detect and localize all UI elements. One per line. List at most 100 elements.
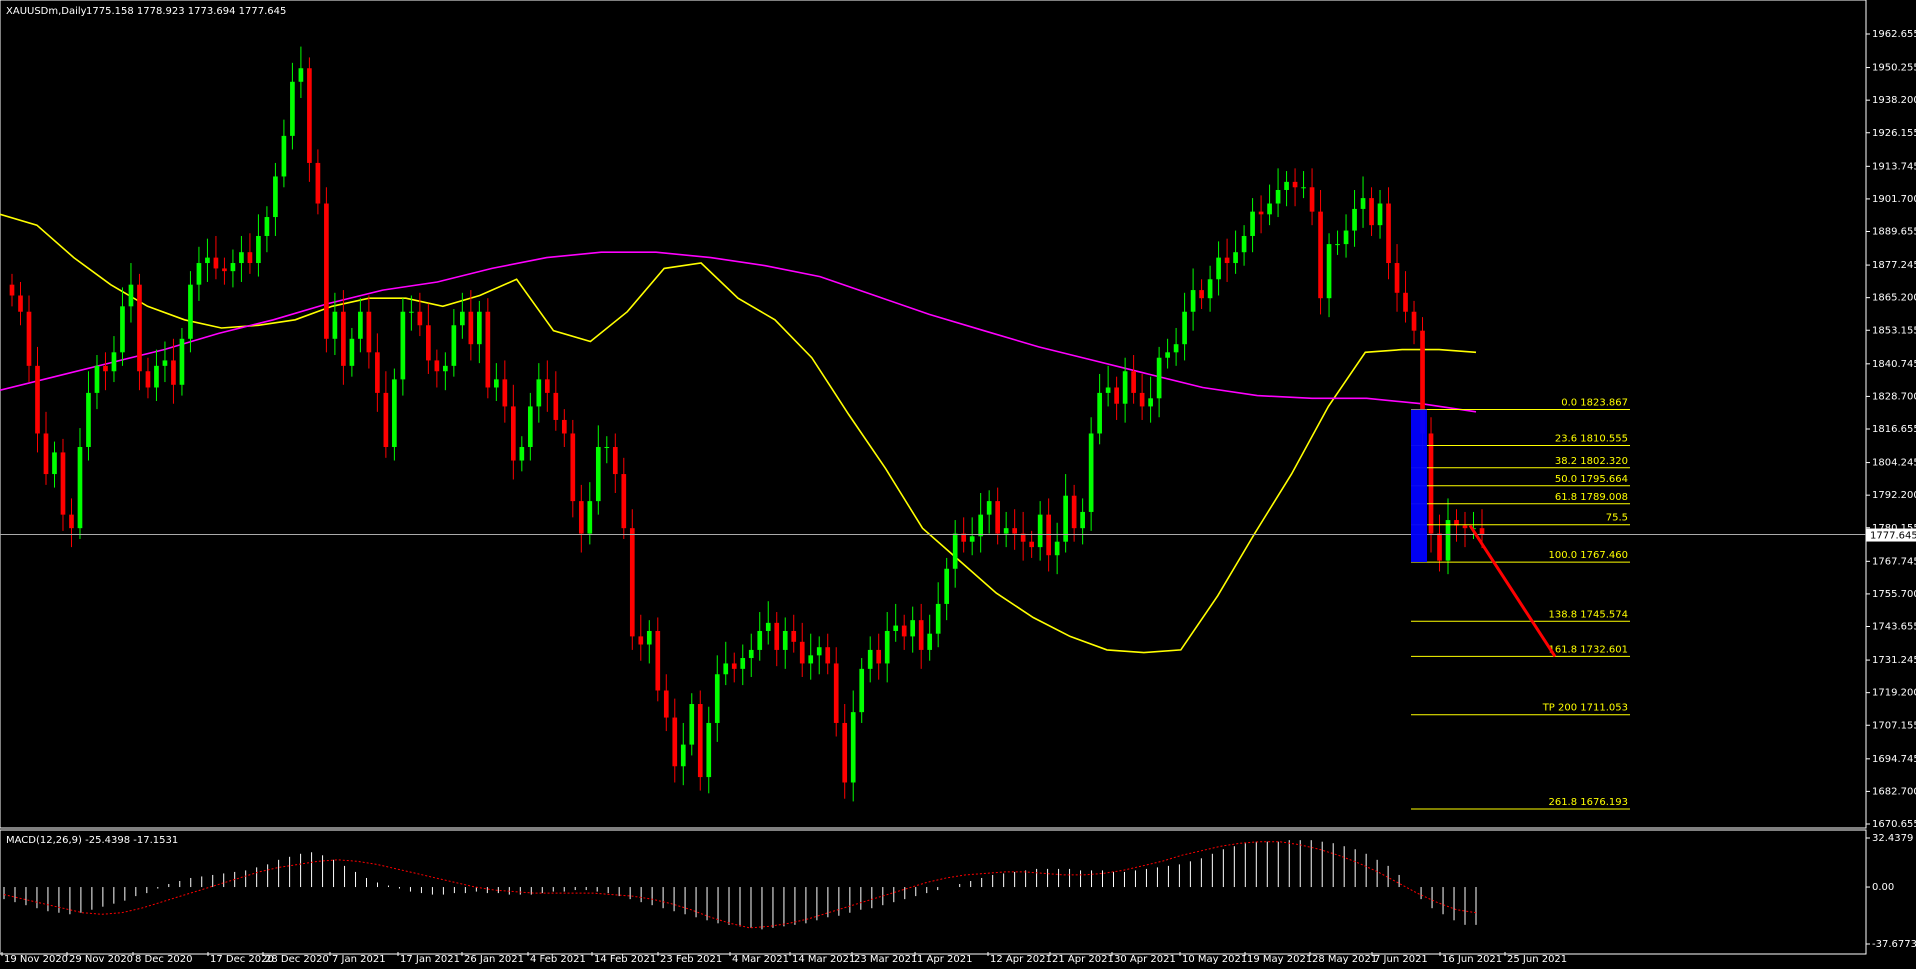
y-tick-label: 1853.155 xyxy=(1872,325,1916,336)
candle-body xyxy=(723,663,729,675)
candle-body xyxy=(120,306,125,353)
candle-body xyxy=(553,392,559,420)
x-tick-label: 17 Dec 2020 xyxy=(210,954,274,965)
fib-level-label: 161.8 1732.601 xyxy=(1548,644,1628,655)
candle-body xyxy=(1233,252,1238,264)
y-tick-label: 1828.700 xyxy=(1872,391,1916,402)
y-tick-label: 1719.200 xyxy=(1872,688,1916,699)
candle-body xyxy=(638,636,644,645)
candle-body xyxy=(859,668,865,713)
candle-body xyxy=(247,252,253,264)
x-tick-label: 14 Mar 2021 xyxy=(792,954,855,965)
candle-body xyxy=(1012,528,1017,534)
candle-body xyxy=(1462,525,1468,529)
candle-body xyxy=(850,712,856,783)
x-tick-label: 25 Jun 2021 xyxy=(1507,954,1567,965)
candle-body xyxy=(35,365,40,434)
trend-arrow[interactable] xyxy=(1468,524,1557,658)
candle-body xyxy=(477,311,482,345)
candle-body xyxy=(1165,352,1170,358)
candle-body xyxy=(1326,244,1332,299)
main-panel-frame xyxy=(0,0,1867,829)
macd-panel-frame xyxy=(0,829,1867,955)
candle-body xyxy=(570,433,576,502)
candle-body xyxy=(103,365,108,372)
candle-body xyxy=(52,452,57,475)
y-tick-label: 1780.155 xyxy=(1872,523,1916,534)
candle-body xyxy=(341,311,346,366)
candle-body xyxy=(578,501,584,534)
candle-body xyxy=(1479,528,1485,535)
candle-body xyxy=(154,365,159,388)
x-tick-label: 8 Dec 2020 xyxy=(135,954,193,965)
candle-body xyxy=(1156,357,1162,399)
fib-level-label: 38.2 1802.320 xyxy=(1555,456,1628,467)
candle-body xyxy=(1080,511,1085,529)
y-tick-label: 1792.200 xyxy=(1872,490,1916,501)
y-tick-label: 1877.245 xyxy=(1872,260,1916,271)
candle-body xyxy=(1343,230,1349,245)
candle-body xyxy=(375,352,380,393)
candle-body xyxy=(706,722,712,778)
candle-body xyxy=(9,284,15,296)
candle-body xyxy=(332,311,338,339)
candle-body xyxy=(315,162,321,204)
y-tick-label: 1670.655 xyxy=(1872,819,1916,830)
fib-level-label: 23.6 1810.555 xyxy=(1555,434,1628,445)
candle-body xyxy=(782,630,788,650)
y-tick-label: 1840.745 xyxy=(1872,359,1916,370)
candle-body xyxy=(1250,211,1255,236)
candle-body xyxy=(1284,181,1289,190)
candle-body xyxy=(1445,520,1451,561)
candle-body xyxy=(281,135,287,177)
candle-body xyxy=(808,655,814,664)
candle-body xyxy=(358,311,363,339)
candle-body xyxy=(1403,292,1408,312)
y-tick-label: 1755.700 xyxy=(1872,589,1916,600)
x-tick-label: 7 Jan 2021 xyxy=(332,954,386,965)
candle-body xyxy=(230,263,236,272)
candle-body xyxy=(1267,203,1272,215)
x-tick-label: 4 Mar 2021 xyxy=(732,954,789,965)
candle-body xyxy=(740,658,746,669)
candle-body xyxy=(307,68,312,163)
candle-body xyxy=(1420,330,1425,434)
candle-body xyxy=(952,533,958,569)
candle-body xyxy=(409,311,414,313)
candle-body xyxy=(1275,189,1281,204)
candle-body xyxy=(1216,257,1221,280)
x-tick-label: 23 Feb 2021 xyxy=(660,954,722,965)
candle-body xyxy=(1437,533,1442,561)
zone-rectangle[interactable] xyxy=(1411,409,1427,563)
candle-body xyxy=(1063,495,1068,542)
candle-body xyxy=(392,379,397,448)
candle-body xyxy=(697,704,703,778)
y-tick-label: 1804.245 xyxy=(1872,458,1916,469)
candle-body xyxy=(1037,514,1043,548)
candle-body xyxy=(842,722,848,783)
candle-body xyxy=(731,663,737,669)
candle-body xyxy=(443,365,448,372)
candle-body xyxy=(935,603,941,634)
candle-body xyxy=(986,501,992,515)
y-tick-label: 1962.655 xyxy=(1872,29,1916,40)
ohlc-readout: 1775.158 1778.923 1773.694 1777.645 xyxy=(86,6,286,17)
x-tick-label: 10 May 2021 xyxy=(1182,954,1247,965)
candle-body xyxy=(162,360,168,366)
candle-body xyxy=(799,641,805,664)
candle-body xyxy=(290,81,295,136)
candle-body xyxy=(1105,387,1111,393)
candle-body xyxy=(663,690,669,718)
y-tick-label: 1694.745 xyxy=(1872,754,1916,765)
candle-body xyxy=(1241,235,1247,253)
candle-body xyxy=(1148,398,1153,407)
candle-body xyxy=(349,338,355,366)
candle-body xyxy=(927,633,933,650)
candle-body xyxy=(434,360,440,372)
x-tick-label: 23 Mar 2021 xyxy=(854,954,917,965)
candle-body xyxy=(1428,433,1434,534)
y-tick-label: 1926.155 xyxy=(1872,128,1916,139)
